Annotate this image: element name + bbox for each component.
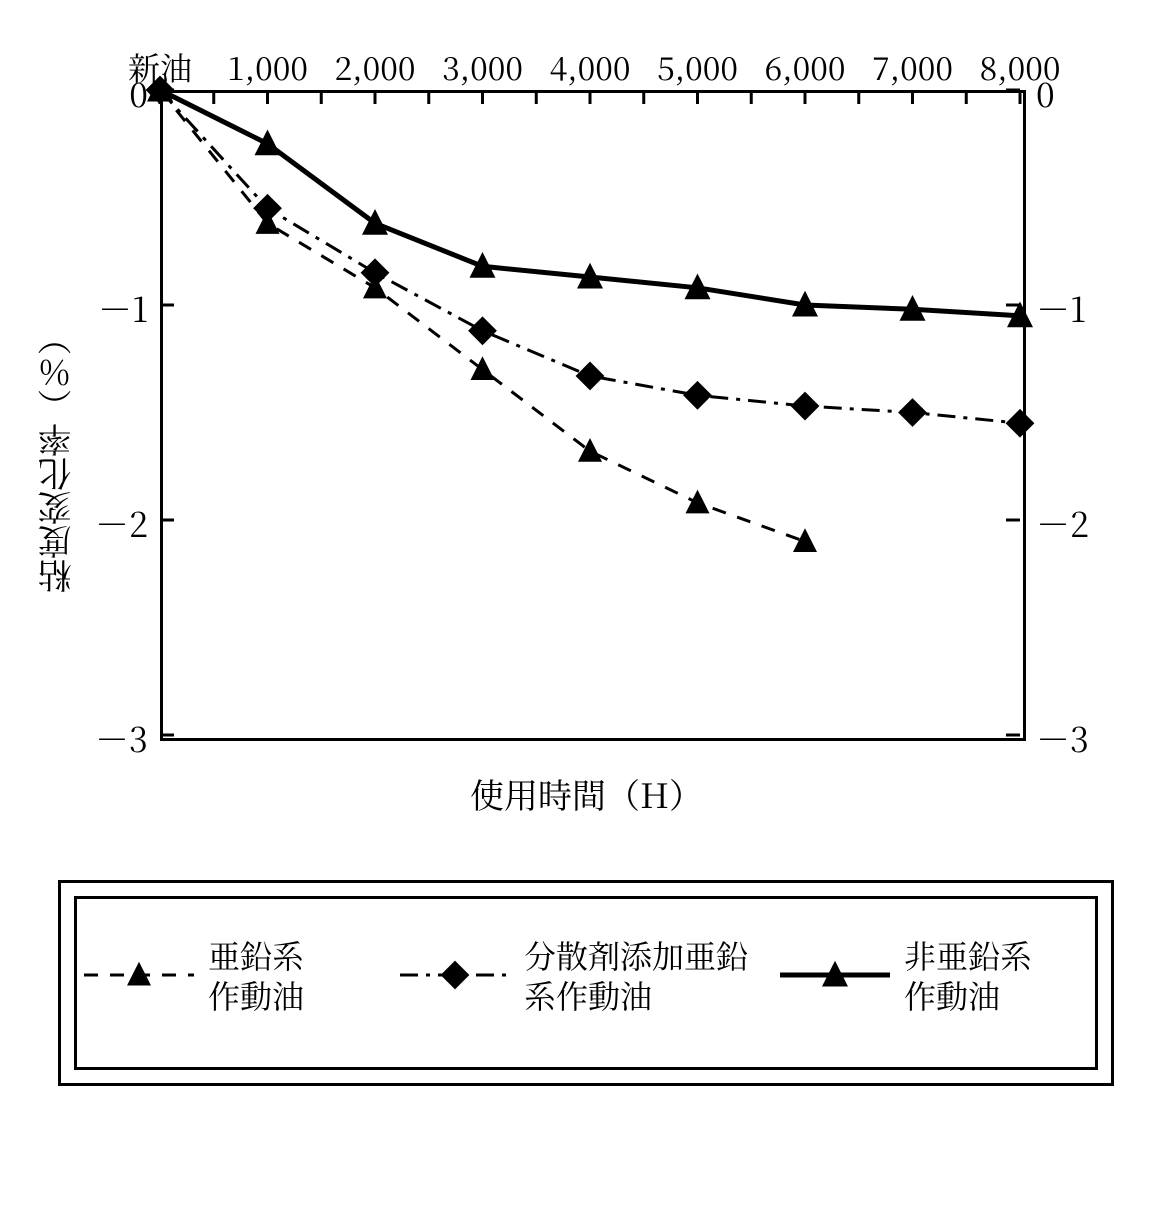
y-tick-label-left: －3 bbox=[95, 713, 148, 762]
legend-label-zinc: 亜鉛系作動油 bbox=[208, 935, 304, 1015]
x-tick-label: 7,000 bbox=[863, 44, 963, 90]
x-tick-label: 3,000 bbox=[433, 44, 533, 90]
x-tick-label: 1,000 bbox=[218, 44, 318, 90]
y-axis-label: 粘度変化率（％） bbox=[30, 273, 79, 593]
legend-label-dispersant: 分散剤添加亜鉛系作動油 bbox=[524, 935, 748, 1015]
y-tick-label-left: 0 bbox=[129, 68, 148, 117]
x-axis-label: 使用時間（H） bbox=[470, 769, 703, 818]
x-tick-label: 4,000 bbox=[540, 44, 640, 90]
x-tick-label: 6,000 bbox=[755, 44, 855, 90]
x-tick-label: 新油 bbox=[110, 44, 210, 90]
y-tick-label-right: －3 bbox=[1036, 713, 1089, 762]
chart-page: 粘度変化率（％） 使用時間（H） 新油1,0002,0003,0004,0005… bbox=[0, 0, 1167, 1210]
legend-label-nonzinc: 非亜鉛系作動油 bbox=[904, 935, 1032, 1015]
y-tick-label-right: －2 bbox=[1036, 498, 1089, 547]
x-tick-label: 5,000 bbox=[648, 44, 748, 90]
x-tick-label: 8,000 bbox=[970, 44, 1070, 90]
y-tick-label-left: －2 bbox=[95, 498, 148, 547]
y-tick-label-left: －1 bbox=[98, 283, 148, 332]
y-tick-label-right: 0 bbox=[1036, 68, 1055, 117]
x-tick-label: 2,000 bbox=[325, 44, 425, 90]
y-tick-label-right: －1 bbox=[1036, 283, 1086, 332]
